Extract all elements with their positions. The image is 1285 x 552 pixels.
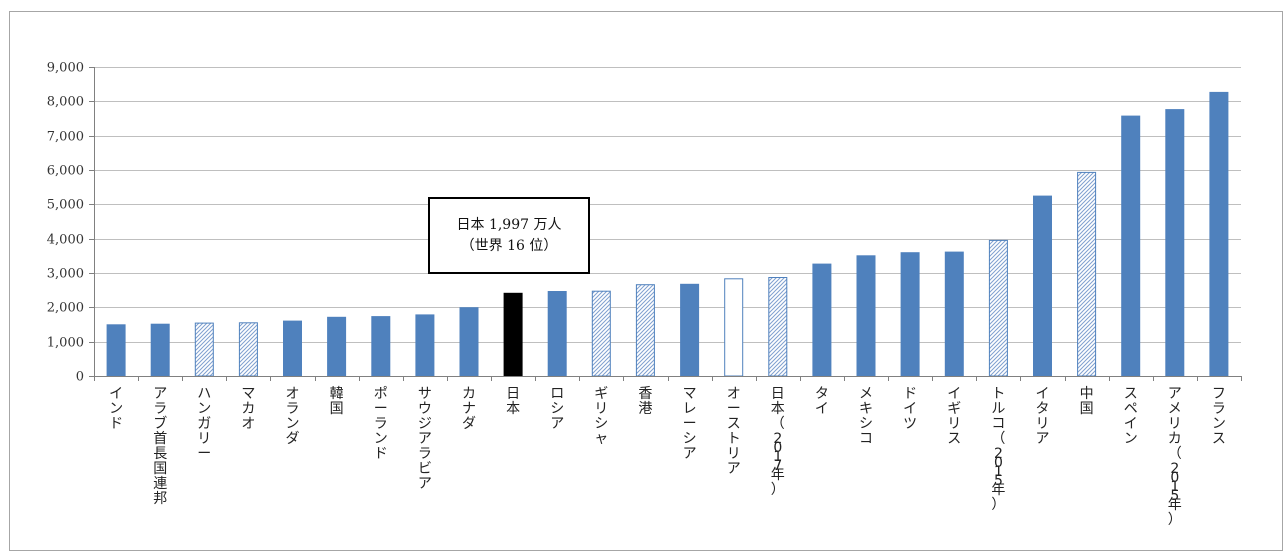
x-category-label: ロシア: [550, 386, 564, 432]
bar: [680, 283, 700, 377]
x-category-label: タイ: [815, 386, 829, 417]
bar: [1121, 115, 1141, 377]
x-category-label: ドイツ: [903, 386, 917, 432]
x-category-label: カナダ: [462, 386, 476, 432]
bar: [1209, 91, 1229, 377]
x-category-label: サウジアラビア: [418, 386, 432, 492]
x-category-label: 韓国: [330, 386, 344, 417]
x-category-label: スペイン: [1124, 386, 1138, 447]
axes: [89, 67, 1242, 381]
x-category-label: 日本: [506, 386, 520, 417]
x-category-label: フランス: [1212, 386, 1226, 447]
bar: [591, 290, 611, 377]
bar: [371, 316, 391, 377]
y-tick-label: 3,000: [47, 267, 84, 282]
bar: [194, 322, 214, 377]
bar: [768, 277, 788, 377]
x-category-label: マレーシア: [683, 386, 697, 462]
y-tick-label: 7,000: [47, 130, 84, 145]
bar: [327, 316, 347, 377]
annotation-line2: （世界 16 位）: [460, 237, 558, 254]
x-category-label: マカオ: [241, 386, 255, 432]
bar: [283, 320, 302, 377]
y-tick-label: 8,000: [47, 95, 84, 110]
bar: [1165, 109, 1185, 377]
gridlines: [94, 67, 1241, 343]
x-category-label: ポーランド: [374, 386, 388, 462]
bar: [150, 323, 170, 377]
x-category-label: ギリシャ: [594, 386, 608, 447]
bar: [106, 324, 126, 377]
x-category-label: トルコ（ 2 0 1 5 年）: [991, 386, 1005, 513]
x-category-label: イタリア: [1036, 386, 1050, 447]
bar: [459, 307, 479, 377]
bar: [1033, 195, 1052, 377]
chart-frame: 0 1,000 2,000 3,000 4,000 5,000 6,000 7,000 8,00…: [9, 11, 1283, 551]
y-tick-label: 1,000: [47, 336, 84, 351]
bar-chart: 0 1,000 2,000 3,000 4,000 5,000 6,000 7,000 8,00…: [47, 61, 1242, 528]
bar: [503, 292, 523, 377]
x-category-label: オーストリア: [727, 386, 741, 477]
x-category-label: メキシコ: [859, 386, 873, 447]
bar: [415, 314, 435, 377]
y-tick-label: 4,000: [47, 233, 84, 248]
bar: [547, 291, 567, 377]
x-category-label: 中国: [1080, 386, 1094, 417]
x-category-label: アラブ首長国連邦: [153, 386, 167, 507]
annotation-line1: 日本 1,997 万人: [456, 216, 562, 233]
y-tick-labels: 0 1,000 2,000 3,000 4,000 5,000 6,000 7,000 8,00…: [47, 61, 84, 385]
x-category-label: 香港: [638, 386, 652, 417]
y-tick-label: 6,000: [47, 164, 84, 179]
x-category-label: 日本（ 2 0 1 7 年）: [771, 386, 785, 498]
y-tick-label: 9,000: [47, 61, 84, 76]
bar: [1077, 171, 1097, 377]
bar: [635, 284, 655, 377]
bar: [724, 278, 744, 377]
bar: [900, 252, 920, 377]
y-tick-label: 5,000: [47, 198, 84, 213]
x-category-label: アメリカ（ 2 0 1 5 年）: [1168, 386, 1182, 528]
bars: [106, 91, 1229, 377]
bar: [238, 322, 258, 377]
x-category-label: オランダ: [286, 386, 300, 447]
bar: [944, 251, 964, 377]
category-labels: インド アラブ首長国連邦 ハンガリー マカオ オランダ 韓国 ポーランド サウジアラビア カナダ…: [109, 386, 1226, 528]
x-category-label: インド: [109, 386, 123, 432]
y-tick-label: 0: [76, 370, 84, 385]
y-tick-label: 2,000: [47, 301, 84, 316]
bar: [856, 255, 876, 377]
japan-annotation: 日本 1,997 万人 （世界 16 位）: [428, 197, 590, 274]
bar: [988, 239, 1008, 377]
x-category-label: イギリス: [947, 386, 961, 447]
bar: [812, 263, 832, 377]
x-category-label: ハンガリー: [197, 386, 211, 462]
